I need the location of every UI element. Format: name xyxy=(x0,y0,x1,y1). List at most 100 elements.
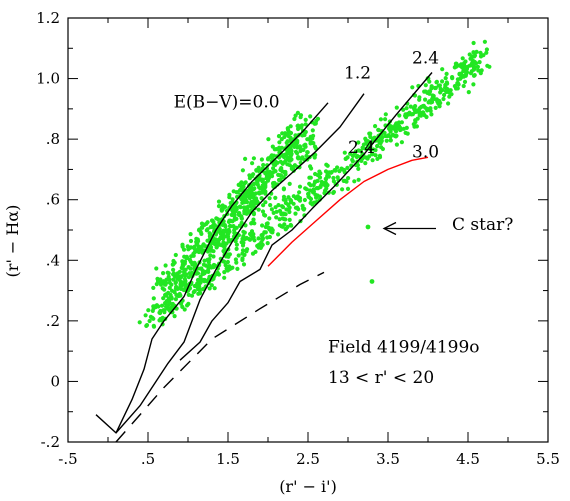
scatter-point xyxy=(188,266,193,271)
scatter-point xyxy=(240,243,246,248)
y-tick-label: .2 xyxy=(46,312,60,330)
scatter-point xyxy=(235,266,240,271)
scatter-point xyxy=(298,113,304,118)
scatter-point xyxy=(297,190,302,195)
scatter-point xyxy=(257,185,262,190)
scatter-point xyxy=(352,151,357,156)
scatter-point xyxy=(234,242,239,247)
scatter-point xyxy=(220,203,225,208)
scatter-point xyxy=(440,79,445,84)
scatter-point xyxy=(404,106,409,111)
scatter-point xyxy=(244,249,249,254)
scatter-point xyxy=(312,180,317,185)
scatter-point xyxy=(154,266,159,271)
scatter-point xyxy=(440,88,445,93)
scatter-point xyxy=(270,170,276,175)
scatter-point xyxy=(198,266,203,271)
scatter-point xyxy=(240,257,245,263)
scatter-point xyxy=(272,180,277,186)
scatter-point xyxy=(241,262,247,267)
scatter-point xyxy=(369,279,375,284)
scatter-point xyxy=(301,207,306,212)
scatter-point xyxy=(450,76,455,81)
scatter-point xyxy=(363,136,368,141)
scatter-point xyxy=(461,83,466,89)
scatter-point xyxy=(429,86,434,91)
scatter-point xyxy=(186,292,191,297)
scatter-point xyxy=(287,158,292,163)
y-tick-label: 1.0 xyxy=(36,70,60,88)
scatter-point xyxy=(417,95,422,100)
scatter-point xyxy=(312,200,317,205)
scatter-point xyxy=(320,180,325,186)
scatter-point xyxy=(487,64,492,69)
scatter-point xyxy=(428,108,433,113)
scatter-point xyxy=(446,101,451,106)
scatter-point xyxy=(346,176,351,181)
scatter-point xyxy=(376,127,381,132)
scatter-point xyxy=(280,131,285,136)
scatter-point xyxy=(212,286,217,291)
scatter-point xyxy=(276,177,282,183)
scatter-point xyxy=(243,156,248,161)
scatter-point xyxy=(447,94,452,99)
y-tick-label: 1.2 xyxy=(36,9,60,27)
scatter-point xyxy=(220,207,225,212)
arrow-head xyxy=(382,221,397,236)
scatter-point xyxy=(478,71,483,76)
scatter-point xyxy=(303,122,308,127)
scatter-point xyxy=(421,103,426,108)
scatter-point xyxy=(167,301,172,306)
scatter-point xyxy=(297,184,303,189)
scatter-point xyxy=(237,204,243,209)
scatter-point xyxy=(484,47,489,52)
scatter-point xyxy=(293,143,299,148)
scatter-point xyxy=(403,130,408,135)
scatter-point xyxy=(342,150,347,155)
scatter-point xyxy=(293,140,298,145)
series-line-1 xyxy=(95,102,329,434)
scatter-point xyxy=(180,263,186,269)
scatter-point xyxy=(234,246,239,251)
scatter-point xyxy=(386,133,391,138)
scatter-point xyxy=(462,79,468,84)
scatter-point xyxy=(205,268,211,273)
scatter-point xyxy=(184,255,189,260)
scatter-point xyxy=(166,296,171,301)
scatter-point xyxy=(196,249,201,255)
scatter-point xyxy=(308,196,314,202)
scatter-point xyxy=(163,263,168,268)
scatter-point xyxy=(268,203,273,208)
scatter-point xyxy=(239,240,244,245)
scatter-point xyxy=(365,224,371,230)
scatter-point xyxy=(373,124,378,129)
scatter-point xyxy=(414,108,419,113)
scatter-point xyxy=(453,64,459,69)
scatter-point xyxy=(443,76,448,81)
x-tick-label: .5 xyxy=(141,450,155,468)
scatter-point xyxy=(250,161,255,166)
scatter-point xyxy=(159,303,165,308)
scatter-point xyxy=(262,212,267,217)
scatter-point xyxy=(267,216,272,221)
scatter-point xyxy=(307,181,312,186)
scatter-point xyxy=(295,123,300,129)
scatter-point xyxy=(430,93,435,98)
scatter-point xyxy=(232,226,237,231)
scatter-point xyxy=(173,280,178,286)
scatter-point xyxy=(204,221,209,226)
scatter-point xyxy=(230,197,235,202)
scatter-point xyxy=(305,150,310,155)
scatter-point xyxy=(393,123,398,128)
scatter-point xyxy=(428,100,433,105)
scatter-point xyxy=(199,225,204,230)
scatter-point xyxy=(244,211,249,216)
scatter-point xyxy=(260,209,266,214)
scatter-point xyxy=(225,259,230,265)
scatter-point xyxy=(201,262,206,267)
scatter-point xyxy=(455,81,461,86)
scatter-point xyxy=(293,211,298,216)
scatter-point xyxy=(227,264,232,269)
scatter-point xyxy=(270,228,275,233)
scatter-point xyxy=(306,137,311,142)
